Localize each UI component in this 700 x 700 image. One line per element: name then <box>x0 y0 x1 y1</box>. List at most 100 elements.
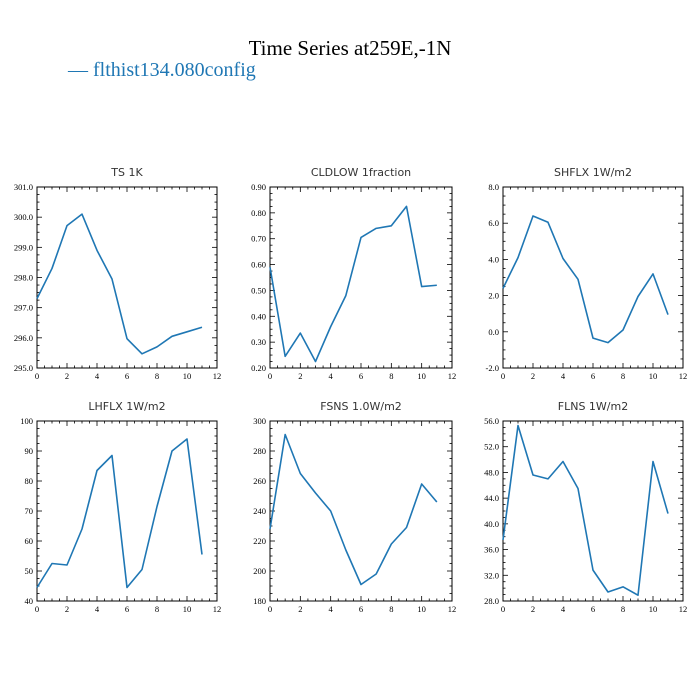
x-tick-label: 6 <box>591 604 595 614</box>
plot-frame <box>502 420 684 602</box>
y-tick-label: 0.0 <box>488 327 499 337</box>
x-tick-label: 2 <box>65 604 69 614</box>
y-tick-label: 0.70 <box>251 234 266 244</box>
y-tick-label: 297.0 <box>14 303 33 313</box>
y-tick-label: 50 <box>25 566 34 576</box>
x-tick-label: 10 <box>183 371 192 381</box>
x-tick-label: 2 <box>298 371 302 381</box>
series-line <box>36 213 203 355</box>
panel-6: FLNS 1W/m2 0 2 4 6 8 10 12 28.0 32.0 36.0 40.0 44.0 4… <box>484 400 687 614</box>
x-tick-label: 12 <box>448 371 457 381</box>
y-tick-label: 200 <box>253 566 266 576</box>
y-tick-label: 36.0 <box>484 545 499 555</box>
y-tick-label: 0.60 <box>251 260 266 270</box>
y-tick-label: 240 <box>253 506 266 516</box>
panel-4: LHFLX 1W/m2 0 2 4 6 8 10 12 40 50 60 70 80 90 100 <box>20 400 221 614</box>
y-tick-label: 280 <box>253 446 266 456</box>
data-point <box>637 594 639 596</box>
data-point <box>667 512 669 514</box>
data-point <box>299 332 301 334</box>
series-line <box>502 424 669 597</box>
data-point <box>577 487 579 489</box>
y-tick-label: 4.0 <box>488 254 499 264</box>
data-point <box>299 472 301 474</box>
series-line <box>36 438 203 589</box>
x-tick-label: 12 <box>448 604 457 614</box>
x-tick-label: 0 <box>35 371 39 381</box>
data-point <box>420 285 422 287</box>
panel-title: TS 1K <box>110 166 143 179</box>
x-tick-label: 2 <box>298 604 302 614</box>
data-point <box>547 478 549 480</box>
data-point <box>592 569 594 571</box>
data-point <box>502 287 504 289</box>
x-tick-label: 6 <box>125 371 129 381</box>
y-tick-label: 32.0 <box>484 570 499 580</box>
series-line <box>269 433 438 586</box>
data-point <box>345 294 347 296</box>
data-point <box>405 526 407 528</box>
data-point <box>186 331 188 333</box>
y-tick-label: 0.30 <box>251 337 266 347</box>
y-tick-label: 2.0 <box>488 291 499 301</box>
data-point <box>517 424 519 426</box>
panel-title: FSNS 1.0W/m2 <box>320 400 402 413</box>
data-point <box>562 257 564 259</box>
data-point <box>156 505 158 507</box>
data-point <box>66 564 68 566</box>
x-tick-label: 4 <box>329 371 334 381</box>
x-tick-label: 10 <box>417 604 426 614</box>
panel-title: LHFLX 1W/m2 <box>88 400 165 413</box>
data-point <box>637 295 639 297</box>
data-point <box>284 433 286 435</box>
data-point <box>186 438 188 440</box>
data-point <box>652 460 654 462</box>
y-tick-label: -2.0 <box>486 363 499 373</box>
y-tick-label: 28.0 <box>484 596 499 606</box>
data-point <box>269 266 271 268</box>
data-point <box>390 543 392 545</box>
y-tick-label: 52.0 <box>484 442 499 452</box>
data-point <box>345 549 347 551</box>
data-point <box>81 528 83 530</box>
y-tick-label: 70 <box>25 506 34 516</box>
x-tick-label: 8 <box>621 371 625 381</box>
y-tick-label: 299.0 <box>14 242 33 252</box>
data-point <box>405 205 407 207</box>
x-tick-label: 6 <box>591 371 595 381</box>
data-point <box>607 341 609 343</box>
data-point <box>284 355 286 357</box>
data-point <box>141 568 143 570</box>
x-tick-label: 8 <box>389 604 393 614</box>
data-point <box>51 562 53 564</box>
x-tick-label: 4 <box>95 371 100 381</box>
data-point <box>36 297 38 299</box>
panel-title: SHFLX 1W/m2 <box>554 166 632 179</box>
x-tick-label: 12 <box>679 604 688 614</box>
x-tick-label: 2 <box>65 371 69 381</box>
x-tick-label: 0 <box>268 371 272 381</box>
data-point <box>390 225 392 227</box>
data-point <box>667 313 669 315</box>
y-tick-label: 301.0 <box>14 182 33 192</box>
y-tick-label: 40 <box>25 596 34 606</box>
y-tick-label: 6.0 <box>488 218 499 228</box>
data-point <box>51 267 53 269</box>
data-point <box>201 553 203 555</box>
data-point <box>201 326 203 328</box>
panel-grid: TS 1K 0 2 4 6 8 10 12 295.0 296.0 297.0 298.0 299.0 3… <box>14 166 687 614</box>
data-point <box>111 278 113 280</box>
data-point <box>375 573 377 575</box>
x-tick-label: 6 <box>359 371 363 381</box>
x-tick-label: 2 <box>531 604 535 614</box>
data-point <box>622 329 624 331</box>
y-tick-label: 0.80 <box>251 208 266 218</box>
x-tick-label: 2 <box>531 371 535 381</box>
plot-frame <box>502 186 684 369</box>
y-tick-label: 0.90 <box>251 182 266 192</box>
panel-2: CLDLOW 1fraction 0 2 4 6 8 10 12 0.20 0.30 0.40 0.5… <box>251 166 456 381</box>
x-tick-label: 10 <box>649 604 658 614</box>
plot-frame <box>36 186 218 369</box>
data-point <box>436 501 438 503</box>
y-tick-label: 298.0 <box>14 273 33 283</box>
